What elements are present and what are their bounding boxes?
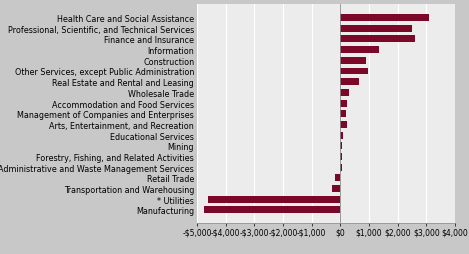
Bar [340, 153, 342, 160]
Bar [208, 196, 340, 203]
Bar [340, 121, 347, 129]
Bar [340, 36, 415, 43]
Bar [340, 79, 359, 86]
Bar [332, 185, 340, 192]
Bar [340, 164, 342, 171]
Bar [340, 47, 379, 54]
Bar [204, 207, 340, 214]
Bar [340, 90, 349, 97]
Bar [334, 175, 340, 182]
Bar [340, 100, 348, 107]
Bar [340, 111, 346, 118]
Bar [340, 58, 366, 65]
Bar [340, 68, 368, 75]
Bar [340, 132, 342, 139]
Bar [340, 143, 342, 150]
Bar [340, 26, 412, 33]
Bar [340, 15, 429, 22]
